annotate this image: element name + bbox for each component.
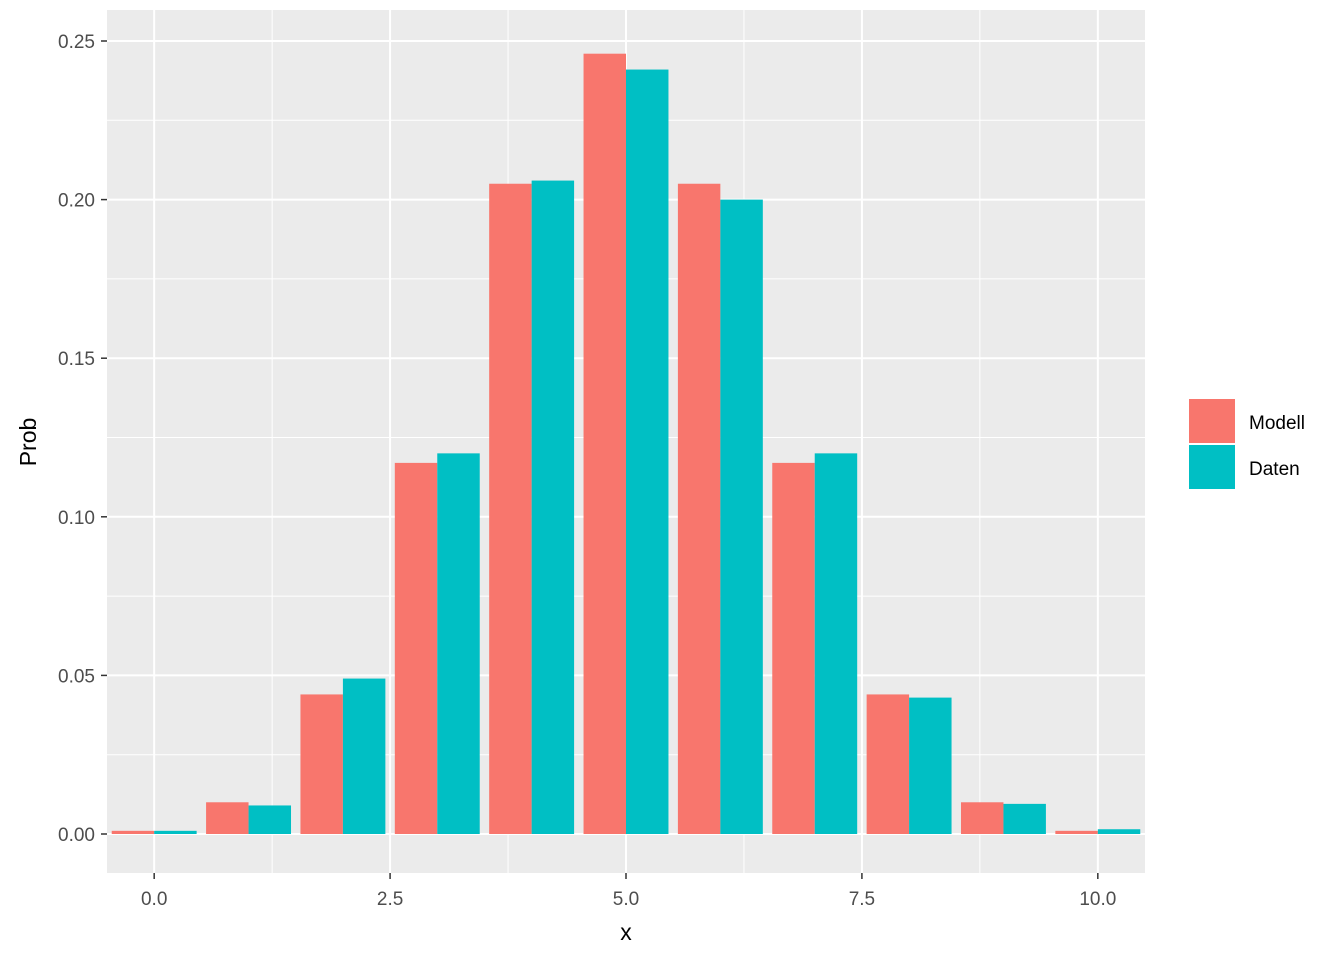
legend-label-modell: Modell xyxy=(1249,413,1305,434)
bar-daten-4 xyxy=(531,180,575,834)
x-tick-label: 2.5 xyxy=(377,889,403,910)
y-tick-label: 0.10 xyxy=(58,508,95,529)
x-tick-label: 10.0 xyxy=(1079,889,1116,910)
bar-daten-6 xyxy=(720,199,763,835)
x-tick-label: 0.0 xyxy=(141,889,167,910)
y-tick-label: 0.00 xyxy=(58,825,95,846)
bar-daten-5 xyxy=(626,69,669,835)
bar-modell-9 xyxy=(960,802,1004,834)
bar-daten-10 xyxy=(1097,829,1141,834)
bar-modell-1 xyxy=(206,802,249,834)
x-axis: 0.0 2.5 5.0 7.5 10.0 xyxy=(141,873,1116,910)
y-tick-label: 0.25 xyxy=(58,32,95,53)
bar-modell-5 xyxy=(583,53,626,834)
legend-label-daten: Daten xyxy=(1249,459,1300,480)
x-tick-label: 7.5 xyxy=(849,889,875,910)
y-axis: 0.00 0.05 0.10 0.15 0.20 0.25 xyxy=(58,32,107,846)
y-tick-label: 0.05 xyxy=(58,666,95,687)
bar-modell-0 xyxy=(111,830,155,834)
legend: Modell Daten xyxy=(1189,399,1305,489)
bar-daten-9 xyxy=(1003,803,1046,834)
bar-daten-2 xyxy=(342,678,386,834)
y-tick-label: 0.15 xyxy=(58,349,95,370)
legend-key-modell xyxy=(1189,399,1235,443)
bar-daten-1 xyxy=(248,805,292,834)
legend-key-daten xyxy=(1189,445,1235,489)
bar-modell-7 xyxy=(772,462,815,834)
bar-modell-6 xyxy=(677,183,721,835)
bars xyxy=(111,53,1141,835)
bar-modell-2 xyxy=(300,694,343,834)
bar-modell-10 xyxy=(1055,830,1098,834)
bar-daten-8 xyxy=(909,697,952,834)
bar-modell-4 xyxy=(489,183,532,835)
bar-modell-3 xyxy=(394,462,438,834)
y-axis-title: Prob xyxy=(15,418,41,467)
bar-daten-3 xyxy=(437,453,480,834)
y-tick-label: 0.20 xyxy=(58,191,95,212)
bar-daten-7 xyxy=(814,453,858,834)
bar-modell-8 xyxy=(866,694,910,834)
x-axis-title: x xyxy=(620,919,632,945)
x-tick-label: 5.0 xyxy=(613,889,639,910)
bar-daten-0 xyxy=(154,830,197,834)
